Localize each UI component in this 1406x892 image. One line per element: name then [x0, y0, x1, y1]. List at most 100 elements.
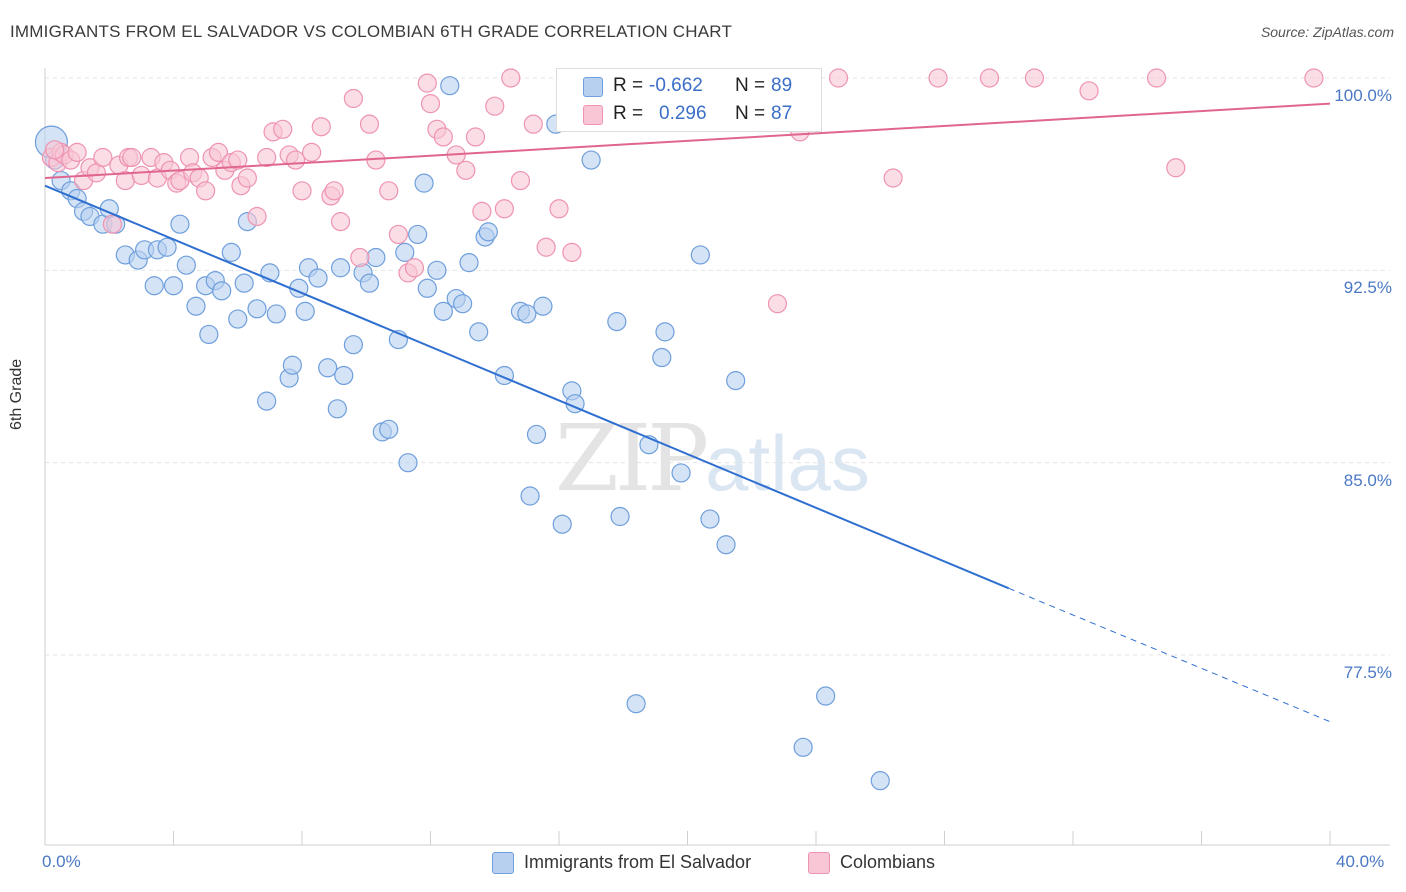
data-point — [330, 212, 351, 232]
bottom-legend-label: Immigrants from El Salvador — [524, 852, 752, 872]
data-point — [478, 222, 498, 242]
legend-row-colombians: R = 0.296 N = 87 — [557, 101, 821, 127]
data-point — [257, 391, 277, 411]
data-point — [388, 224, 408, 245]
data-point — [433, 301, 453, 321]
data-point — [318, 358, 338, 378]
data-point — [308, 268, 328, 288]
data-point — [45, 140, 65, 160]
data-point — [726, 371, 746, 391]
data-point — [257, 147, 277, 168]
legend-r-label: R = — [613, 75, 644, 96]
data-point — [816, 686, 836, 706]
data-point — [767, 294, 788, 314]
legend-swatch-colombians — [583, 105, 603, 125]
data-point — [552, 514, 572, 534]
data-point — [716, 535, 736, 555]
data-point — [1166, 158, 1186, 178]
legend-n-value: 87 — [771, 103, 793, 124]
data-point — [581, 150, 601, 170]
data-point — [404, 258, 425, 278]
data-point — [928, 68, 948, 88]
data-point — [237, 168, 257, 188]
data-point — [350, 247, 370, 268]
watermark: ZIPatlas — [555, 405, 870, 512]
data-point — [228, 150, 248, 170]
source-credit: Source: ZipAtlas.com — [1260, 24, 1394, 40]
gridlines — [45, 77, 1390, 656]
x-tick-max: 40.0% — [1336, 852, 1385, 871]
trend-line-el-salvador — [44, 184, 1010, 590]
data-point — [343, 335, 363, 355]
data-point — [234, 273, 254, 293]
data-point — [510, 170, 531, 191]
data-point — [196, 181, 216, 201]
data-point — [883, 168, 903, 188]
data-point — [302, 142, 322, 162]
data-point — [395, 242, 415, 262]
data-point — [266, 304, 286, 324]
data-point — [652, 347, 672, 368]
data-point — [453, 294, 473, 314]
data-point — [526, 424, 547, 445]
data-point — [285, 150, 306, 170]
watermark-atlas: atlas — [705, 419, 870, 507]
data-point — [700, 509, 720, 529]
y-tick-label: 77.5% — [1343, 663, 1392, 682]
legend-n-label: N = — [735, 103, 766, 124]
data-point — [501, 68, 521, 88]
data-point — [282, 355, 302, 375]
data-point — [690, 245, 710, 265]
data-point — [979, 68, 1000, 88]
data-point — [420, 94, 441, 114]
data-point — [157, 237, 177, 257]
data-point — [610, 506, 630, 527]
data-point — [131, 165, 151, 186]
data-point — [485, 96, 505, 116]
data-point — [93, 147, 113, 168]
data-point — [334, 365, 354, 386]
bottom-legend-swatch — [492, 852, 514, 874]
data-point — [655, 322, 675, 342]
data-point — [122, 147, 142, 168]
legend-n-label: N = — [735, 75, 766, 96]
data-point — [465, 127, 486, 147]
trend-lines — [44, 102, 1331, 723]
data-point — [330, 258, 351, 278]
data-point — [212, 281, 232, 301]
data-point — [398, 453, 418, 473]
data-point — [186, 296, 206, 316]
data-point — [536, 237, 556, 257]
data-point — [408, 224, 428, 245]
data-point — [433, 127, 453, 147]
bottom-legend-swatch — [808, 852, 830, 874]
data-point — [247, 206, 267, 227]
data-point — [414, 173, 434, 193]
bottom-legend-label: Colombians — [840, 852, 936, 872]
data-point — [562, 242, 582, 262]
data-point — [1024, 68, 1045, 88]
data-point — [67, 142, 87, 162]
legend-swatch-el-salvador — [583, 77, 603, 97]
data-point — [366, 247, 386, 268]
data-point — [469, 322, 489, 342]
data-point — [228, 309, 248, 329]
data-point — [417, 278, 437, 298]
data-point — [520, 486, 540, 506]
data-point — [327, 399, 347, 419]
data-point — [427, 260, 447, 280]
data-point — [626, 694, 646, 714]
data-point — [533, 296, 553, 316]
data-point — [523, 114, 543, 134]
data-point — [295, 301, 315, 321]
data-point — [456, 160, 476, 180]
data-point — [671, 463, 691, 483]
data-point — [311, 117, 331, 137]
data-point — [359, 273, 380, 293]
data-point — [607, 312, 627, 332]
data-point — [292, 181, 312, 201]
data-point — [1079, 81, 1099, 101]
series-el-salvador — [34, 73, 890, 791]
data-point — [1146, 68, 1167, 88]
